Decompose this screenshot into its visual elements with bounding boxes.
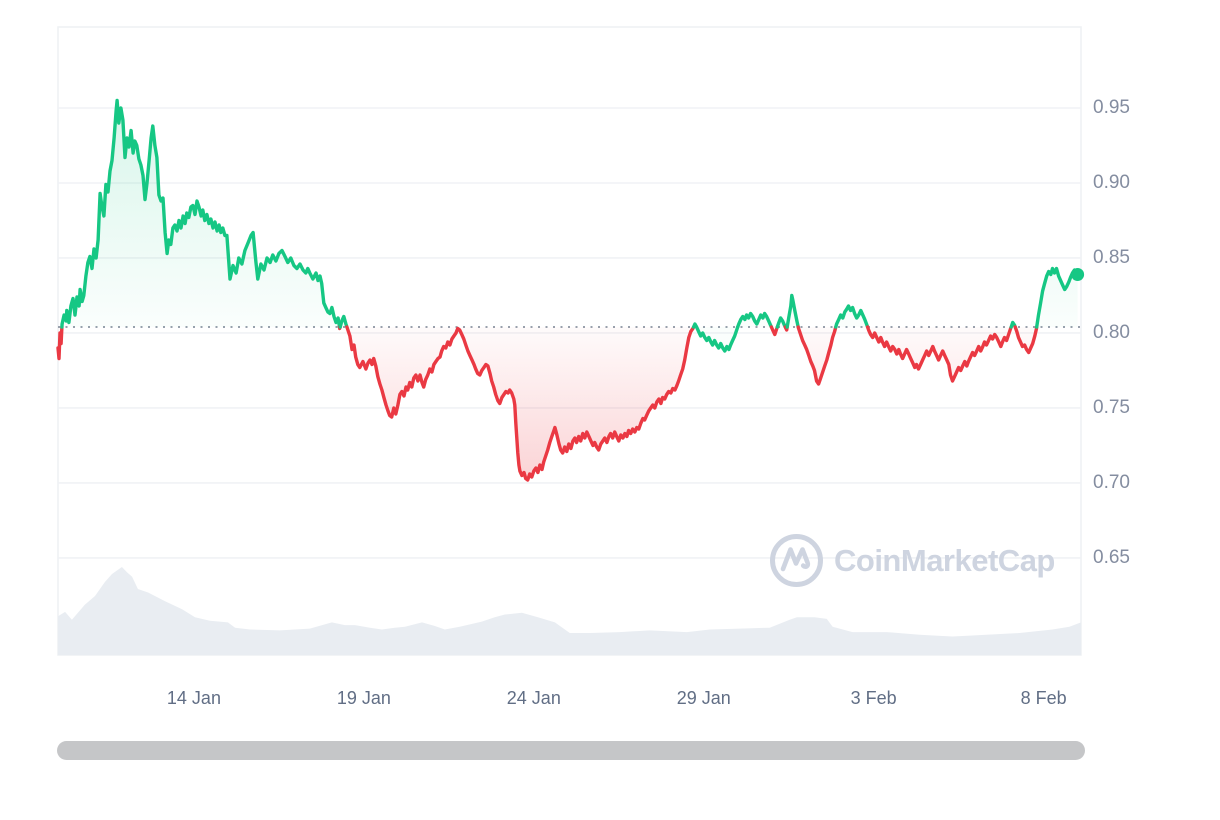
x-axis-tick-label: 14 Jan bbox=[166, 688, 221, 708]
price-line-segment bbox=[345, 325, 696, 482]
price-line-segment bbox=[865, 325, 1013, 383]
x-axis-tick-label: 19 Jan bbox=[336, 688, 391, 708]
price-line-segment bbox=[785, 293, 800, 329]
y-axis-tick-label: 0.75 bbox=[1093, 396, 1130, 418]
price-line-segment bbox=[691, 322, 740, 353]
price-line-segment bbox=[796, 325, 838, 386]
price-line-segment bbox=[1013, 325, 1039, 355]
horizontal-scrollbar[interactable] bbox=[57, 741, 1085, 760]
x-axis-tick-label: 24 Jan bbox=[506, 688, 561, 708]
latest-price-marker bbox=[1071, 267, 1085, 281]
y-axis-tick-label: 0.85 bbox=[1093, 246, 1130, 268]
price-line-segment bbox=[834, 304, 870, 329]
volume-area bbox=[58, 567, 1081, 655]
price-line-segment bbox=[56, 325, 64, 361]
price-line-segment bbox=[736, 311, 774, 329]
y-axis-tick-label: 0.90 bbox=[1093, 171, 1130, 193]
y-axis-tick-label: 0.65 bbox=[1093, 546, 1130, 568]
x-axis-tick-label: 3 Feb bbox=[850, 688, 897, 708]
x-axis-tick-label: 8 Feb bbox=[1020, 688, 1067, 708]
y-axis-tick-label: 0.95 bbox=[1093, 96, 1130, 118]
y-axis-tick-label: 0.70 bbox=[1093, 471, 1130, 493]
plot-area[interactable]: CoinMarketCap bbox=[56, 26, 1085, 656]
horizontal-scrollbar-thumb[interactable] bbox=[57, 741, 1085, 760]
y-axis-tick-label: 0.80 bbox=[1093, 321, 1130, 343]
price-line-segment bbox=[338, 314, 349, 329]
x-axis-tick-label: 29 Jan bbox=[676, 688, 731, 708]
price-line-segment bbox=[60, 98, 342, 329]
